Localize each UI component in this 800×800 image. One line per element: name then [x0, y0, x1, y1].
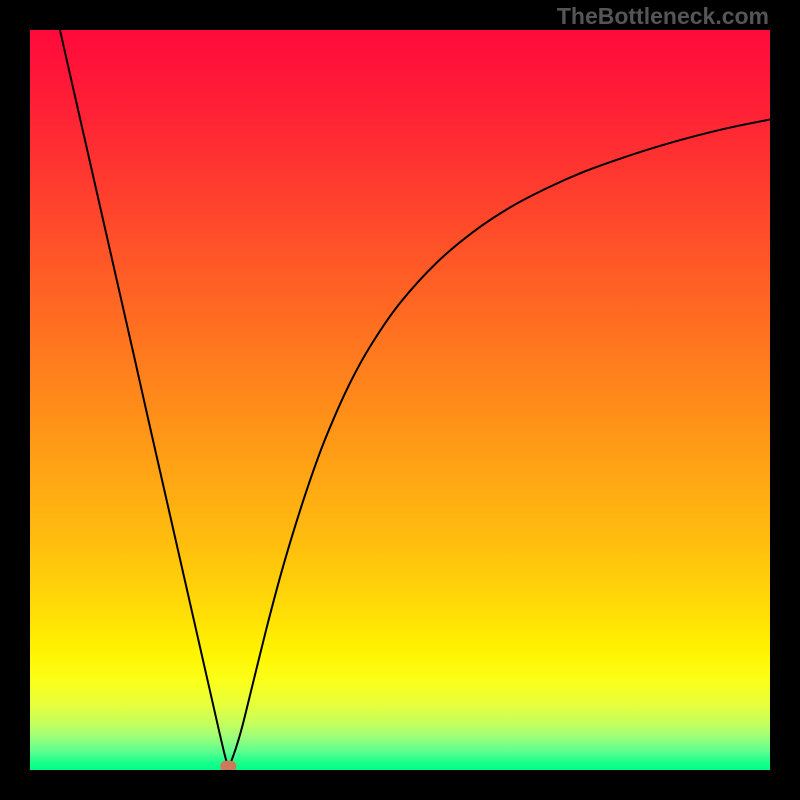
chart-frame: TheBottleneck.com [0, 0, 800, 800]
current-position-marker [220, 761, 236, 770]
gradient-background [30, 30, 770, 770]
plot-area [30, 30, 770, 770]
watermark-text: TheBottleneck.com [557, 3, 769, 30]
gradient-svg [30, 30, 770, 770]
